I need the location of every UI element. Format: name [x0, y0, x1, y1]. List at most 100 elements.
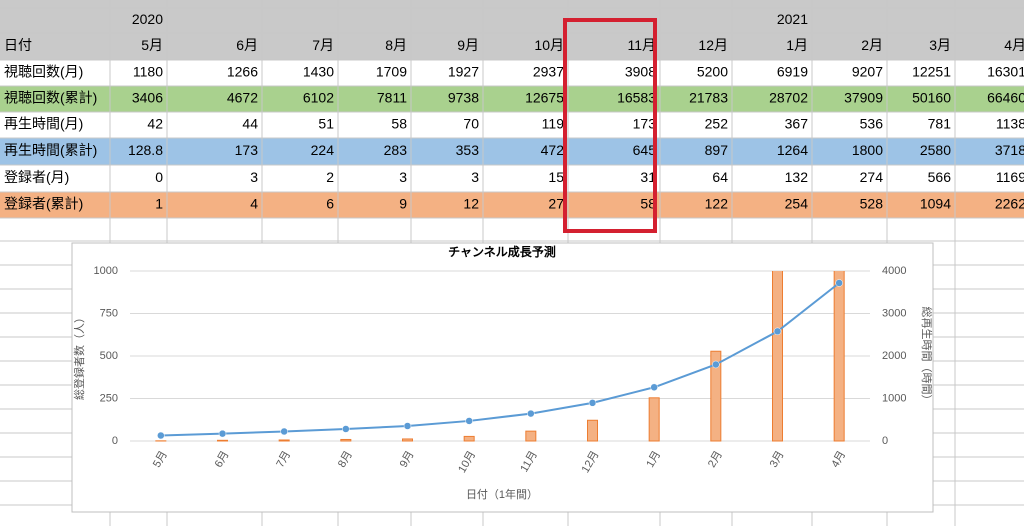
- cell-text: 781: [928, 116, 952, 132]
- cell-text: 897: [705, 142, 729, 158]
- cell-text: 31: [640, 169, 656, 185]
- cell-text: 353: [456, 142, 480, 158]
- cell-text: 37909: [844, 90, 883, 106]
- cell-text: 51: [318, 116, 334, 132]
- cell-text: 9207: [852, 64, 883, 80]
- y2-tick-label: 1000: [882, 392, 906, 404]
- bar: [463, 435, 475, 442]
- cell-text: 2580: [920, 142, 951, 158]
- cell-text: 0: [155, 169, 163, 185]
- line-marker: [157, 431, 165, 440]
- cell-text: 5月: [141, 37, 163, 53]
- line-marker: [650, 383, 658, 392]
- cell-text: 12: [463, 196, 479, 212]
- x-axis-label: 日付（1年間）: [466, 487, 538, 501]
- header-bg: [0, 0, 1024, 60]
- cell-text: 367: [785, 116, 809, 132]
- line-marker: [835, 279, 843, 287]
- y-tick-label: 1000: [94, 265, 118, 277]
- cell-text: 1430: [303, 64, 334, 80]
- y-tick-label: 500: [100, 350, 118, 362]
- cell-text: 再生時間(月): [4, 116, 83, 132]
- line: [160, 282, 840, 437]
- cell-text: 9738: [448, 90, 479, 106]
- cell-text: 274: [860, 169, 884, 185]
- bars: [155, 271, 845, 442]
- cell-text: 528: [860, 196, 884, 212]
- cell-text: 視聴回数(月): [4, 64, 83, 80]
- cell-text: 7811: [377, 90, 407, 106]
- bar: [278, 439, 290, 442]
- cell-text: 566: [928, 169, 952, 185]
- cell-text: 44: [242, 116, 258, 132]
- cell-text: 登録者(月): [4, 169, 69, 185]
- cell-text: 3718: [995, 142, 1024, 158]
- line-marker: [712, 360, 720, 369]
- cell-text: 645: [633, 142, 657, 158]
- cell-text: 252: [705, 116, 729, 132]
- cell-text: 5200: [697, 64, 728, 80]
- cell-text: 3406: [132, 90, 163, 106]
- y2-tick-label: 3000: [882, 307, 906, 319]
- cell-text: 122: [705, 196, 729, 212]
- cell-text: 3: [399, 169, 407, 185]
- cell-text: 58: [640, 196, 656, 212]
- cell-text: 3月: [929, 37, 951, 53]
- cell-text: 254: [785, 196, 809, 212]
- cell-text: 1180: [133, 64, 163, 80]
- cell-text: 15: [548, 169, 564, 185]
- bar: [217, 439, 228, 442]
- bar: [587, 419, 598, 442]
- y-tick-label: 250: [100, 392, 118, 404]
- cell-text: 1138: [996, 116, 1024, 132]
- highlight-box: [563, 18, 657, 233]
- cell-text: 6102: [303, 90, 334, 106]
- cell-text: 1169: [996, 169, 1024, 185]
- bar: [648, 397, 660, 442]
- cell-text: 12675: [525, 90, 564, 106]
- cell-text: 1709: [376, 64, 407, 80]
- cell-text: 119: [542, 116, 565, 132]
- cell-text: 再生時間(累計): [4, 142, 97, 158]
- cell-text: 11月: [627, 37, 656, 53]
- row-bg: [0, 86, 1024, 112]
- y2-tick-label: 2000: [882, 350, 906, 362]
- cell-text: 1800: [852, 142, 883, 158]
- row-bg: [0, 192, 1024, 218]
- cell-text: 21783: [689, 90, 728, 106]
- cell-text: 3: [250, 169, 258, 185]
- cell-text: 3908: [625, 64, 656, 80]
- cell-text: 視聴回数(累計): [4, 90, 97, 106]
- line-marker: [773, 327, 782, 336]
- cell-text: 2021: [777, 11, 808, 27]
- cell-text: 536: [860, 116, 884, 132]
- cell-text: 3: [471, 169, 479, 185]
- cell-text: 27: [548, 196, 564, 212]
- cell-text: 66460: [987, 90, 1024, 106]
- bar: [833, 271, 845, 442]
- cell-text: 173: [235, 142, 259, 158]
- line-marker: [527, 409, 535, 418]
- cell-text: 1264: [777, 142, 808, 158]
- cell-text: 6月: [236, 37, 258, 53]
- cell-text: 2262: [995, 196, 1024, 212]
- cell-text: 2月: [861, 37, 883, 53]
- cell-text: 16583: [617, 90, 656, 106]
- chart-area: [71, 242, 934, 513]
- cell-text: 1: [155, 196, 163, 212]
- cell-text: 472: [541, 142, 565, 158]
- cell-text: 42: [147, 116, 163, 132]
- cell-text: 登録者(累計): [4, 196, 83, 212]
- bar: [402, 438, 413, 442]
- cell-text: 4672: [227, 90, 258, 106]
- line-marker: [342, 425, 350, 433]
- cell-text: 70: [463, 116, 479, 132]
- y2-tick-label: 4000: [882, 265, 906, 277]
- cell-text: 6919: [777, 64, 808, 80]
- cell-text: 283: [384, 142, 408, 158]
- cell-text: 9月: [457, 37, 479, 53]
- cell-text: 173: [633, 116, 657, 132]
- cell-text: 12251: [912, 64, 951, 80]
- cell-text: 日付: [4, 37, 32, 53]
